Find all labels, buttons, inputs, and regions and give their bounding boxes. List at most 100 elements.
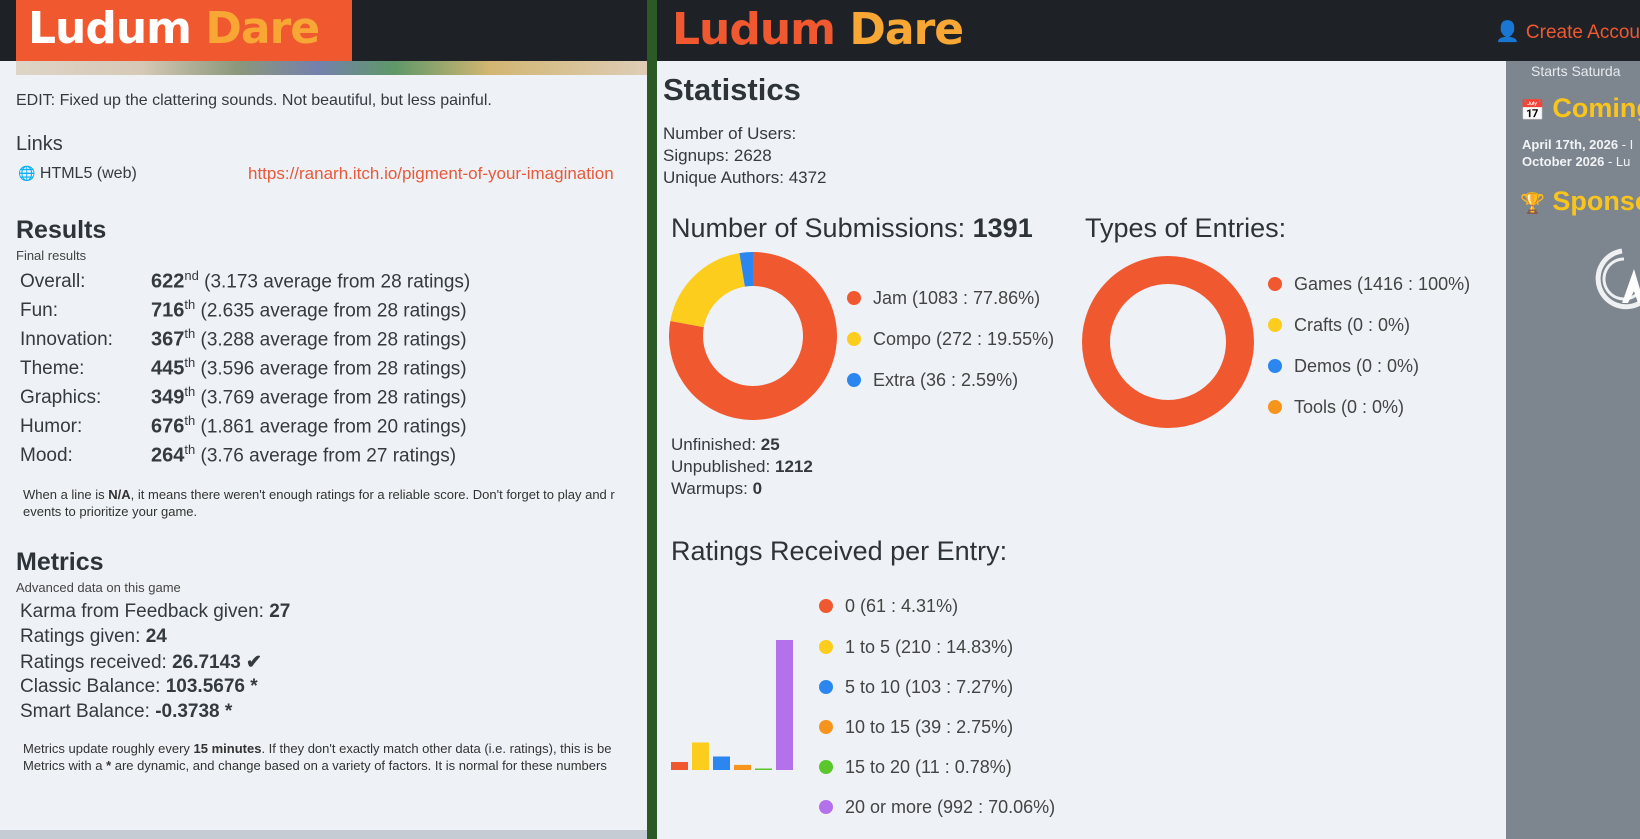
left-pane: Ludum Dare EDIT: Fixed up the clattering… — [0, 0, 647, 839]
metrics-subtitle: Advanced data on this game — [16, 580, 181, 595]
create-account-button[interactable]: 👤 Create Accou — [1495, 19, 1640, 44]
legend-dot — [819, 640, 833, 654]
result-label: Innovation: — [20, 329, 113, 351]
result-rank: 676 — [151, 415, 185, 438]
logo-word-dare: Dare — [849, 4, 964, 55]
metric-row: Ratings given: 24 — [20, 626, 167, 648]
metric-row: Smart Balance: -0.3738 * — [20, 701, 232, 723]
ratings-bar-10-to-15[interactable] — [734, 764, 751, 770]
ratings-bar-20-or-more[interactable] — [776, 640, 793, 770]
legend-dot — [1268, 277, 1282, 291]
submission-status: Unfinished: 25 Unpublished: 1212 Warmups… — [671, 434, 813, 500]
coming-heading: 📅 Coming — [1520, 93, 1640, 123]
links-heading: Links — [16, 133, 63, 155]
metrics-note: Metrics update roughly every 15 minutes.… — [23, 741, 612, 773]
submissions-slice-extra[interactable] — [739, 252, 754, 287]
legend-label: 15 to 20 (11 : 0.78%) — [845, 757, 1012, 777]
link-html5[interactable]: 🌐 HTML5 (web) — [18, 165, 137, 183]
metric-value: -0.3738 — [155, 701, 220, 722]
types-slice-games[interactable] — [1082, 256, 1254, 428]
rank-suffix: th — [184, 297, 196, 312]
itch-link[interactable]: https://ranarh.itch.io/pigment-of-your-i… — [248, 164, 614, 183]
result-rank: 367 — [151, 328, 185, 351]
legend-dot — [847, 332, 861, 346]
unfinished-row: Unfinished: 25 — [671, 435, 780, 454]
metric-label: Smart Balance: — [20, 701, 150, 722]
legend-label: Extra (36 : 2.59%) — [873, 370, 1019, 390]
upcoming-event-2[interactable]: October 2026 - Lu — [1522, 154, 1631, 169]
ratings-bar-chart — [671, 640, 793, 771]
ratings-legend-item[interactable]: 15 to 20 (11 : 0.78%) — [819, 757, 1012, 778]
rank-suffix: th — [184, 413, 196, 428]
result-rank: 445 — [151, 357, 185, 380]
submissions-heading: Number of Submissions: 1391 — [671, 213, 1033, 243]
types-legend-item[interactable]: Tools (0 : 0%) — [1268, 397, 1404, 418]
trophy-icon: 🏆 — [1520, 193, 1545, 215]
legend-dot — [819, 599, 833, 613]
metric-label: Classic Balance: — [20, 676, 161, 697]
result-rank: 622 — [151, 270, 185, 293]
legend-label: Tools (0 : 0%) — [1294, 397, 1405, 417]
ratings-legend-item[interactable]: 20 or more (992 : 70.06%) — [819, 797, 1055, 818]
types-legend-item[interactable]: Games (1416 : 100%) — [1268, 274, 1470, 295]
ludum-dare-logo[interactable]: Ludum Dare — [28, 7, 320, 51]
submissions-slice-jam[interactable] — [669, 252, 837, 420]
right-pane: Ludum Dare 👤 Create Accou Statistics Numb… — [657, 0, 1640, 839]
rank-suffix: th — [184, 442, 196, 457]
event-starts-text: Starts Saturda — [1531, 63, 1621, 79]
submissions-legend-item[interactable]: Compo (272 : 19.55%) — [847, 329, 1054, 350]
metrics-heading: Metrics — [16, 548, 104, 576]
statistics-heading: Statistics — [663, 72, 801, 107]
result-label: Overall: — [20, 271, 86, 293]
sponsors-heading: 🏆 Sponso — [1520, 186, 1640, 216]
ratings-legend-item[interactable]: 0 (61 : 4.31%) — [819, 596, 958, 617]
ratings-bar-15-to-20[interactable] — [755, 768, 772, 771]
ratings-bar-0[interactable] — [671, 762, 688, 770]
unique-authors-count: Unique Authors: 4372 — [663, 168, 827, 187]
horizontal-scrollbar[interactable] — [0, 830, 647, 839]
legend-label: 5 to 10 (103 : 7.27%) — [845, 677, 1014, 697]
result-detail: (3.76 average from 27 ratings) — [200, 445, 457, 467]
result-row: Theme: 445th (3.596 average from 28 ratin… — [20, 355, 467, 380]
legend-dot — [819, 760, 833, 774]
result-row: Innovation: 367th (3.288 average from 28 … — [20, 326, 467, 351]
logo-banner[interactable]: Ludum Dare — [16, 0, 352, 61]
metric-value: 103.5676 — [165, 676, 245, 697]
legend-label: 1 to 5 (210 : 14.83%) — [845, 637, 1014, 657]
legend-dot — [1268, 400, 1282, 414]
sponsor-logo[interactable] — [1578, 245, 1640, 315]
ratings-bar-5-to-10[interactable] — [713, 756, 730, 770]
result-label: Graphics: — [20, 387, 102, 409]
submissions-legend-item[interactable]: Extra (36 : 2.59%) — [847, 370, 1018, 391]
dynamic-marker: * — [250, 676, 258, 697]
legend-dot — [1268, 318, 1282, 332]
logo-word-ludum: Ludum — [28, 3, 192, 54]
types-heading: Types of Entries: — [1085, 213, 1287, 243]
submissions-legend-item[interactable]: Jam (1083 : 77.86%) — [847, 288, 1040, 309]
upcoming-event-1[interactable]: April 17th, 2026 - I — [1522, 137, 1634, 152]
rank-suffix: th — [184, 326, 196, 341]
legend-label: Crafts (0 : 0%) — [1294, 315, 1411, 335]
results-note: When a line is N/A, it means there weren… — [23, 487, 615, 519]
types-legend-item[interactable]: Crafts (0 : 0%) — [1268, 315, 1410, 336]
submissions-slice-compo[interactable] — [670, 253, 746, 328]
result-label: Fun: — [20, 300, 59, 322]
game-cover-strip — [16, 61, 647, 75]
result-detail: (3.769 average from 28 ratings) — [200, 387, 467, 409]
ratings-legend-item[interactable]: 1 to 5 (210 : 14.83%) — [819, 637, 1013, 658]
result-detail: (3.596 average from 28 ratings) — [200, 358, 467, 380]
ratings-bar-1-to-5[interactable] — [692, 742, 709, 770]
ratings-legend-item[interactable]: 5 to 10 (103 : 7.27%) — [819, 677, 1013, 698]
result-row: Overall: 622nd (3.173 average from 28 rat… — [20, 268, 470, 293]
types-legend-item[interactable]: Demos (0 : 0%) — [1268, 356, 1419, 377]
ludum-dare-logo-right[interactable]: Ludum Dare — [672, 8, 964, 52]
result-detail: (3.173 average from 28 ratings) — [204, 271, 471, 293]
ratings-legend-item[interactable]: 10 to 15 (39 : 2.75%) — [819, 717, 1013, 738]
results-subtitle: Final results — [16, 248, 87, 263]
users-stats: Number of Users: Signups: 2628 Unique Au… — [663, 123, 827, 189]
link-label: HTML5 (web) — [39, 165, 137, 182]
legend-dot — [819, 720, 833, 734]
logo-word-dare: Dare — [205, 3, 320, 54]
right-sidebar: Starts Saturda 📅 Coming April 17th, 2026… — [1506, 61, 1640, 839]
rank-suffix: th — [184, 355, 196, 370]
